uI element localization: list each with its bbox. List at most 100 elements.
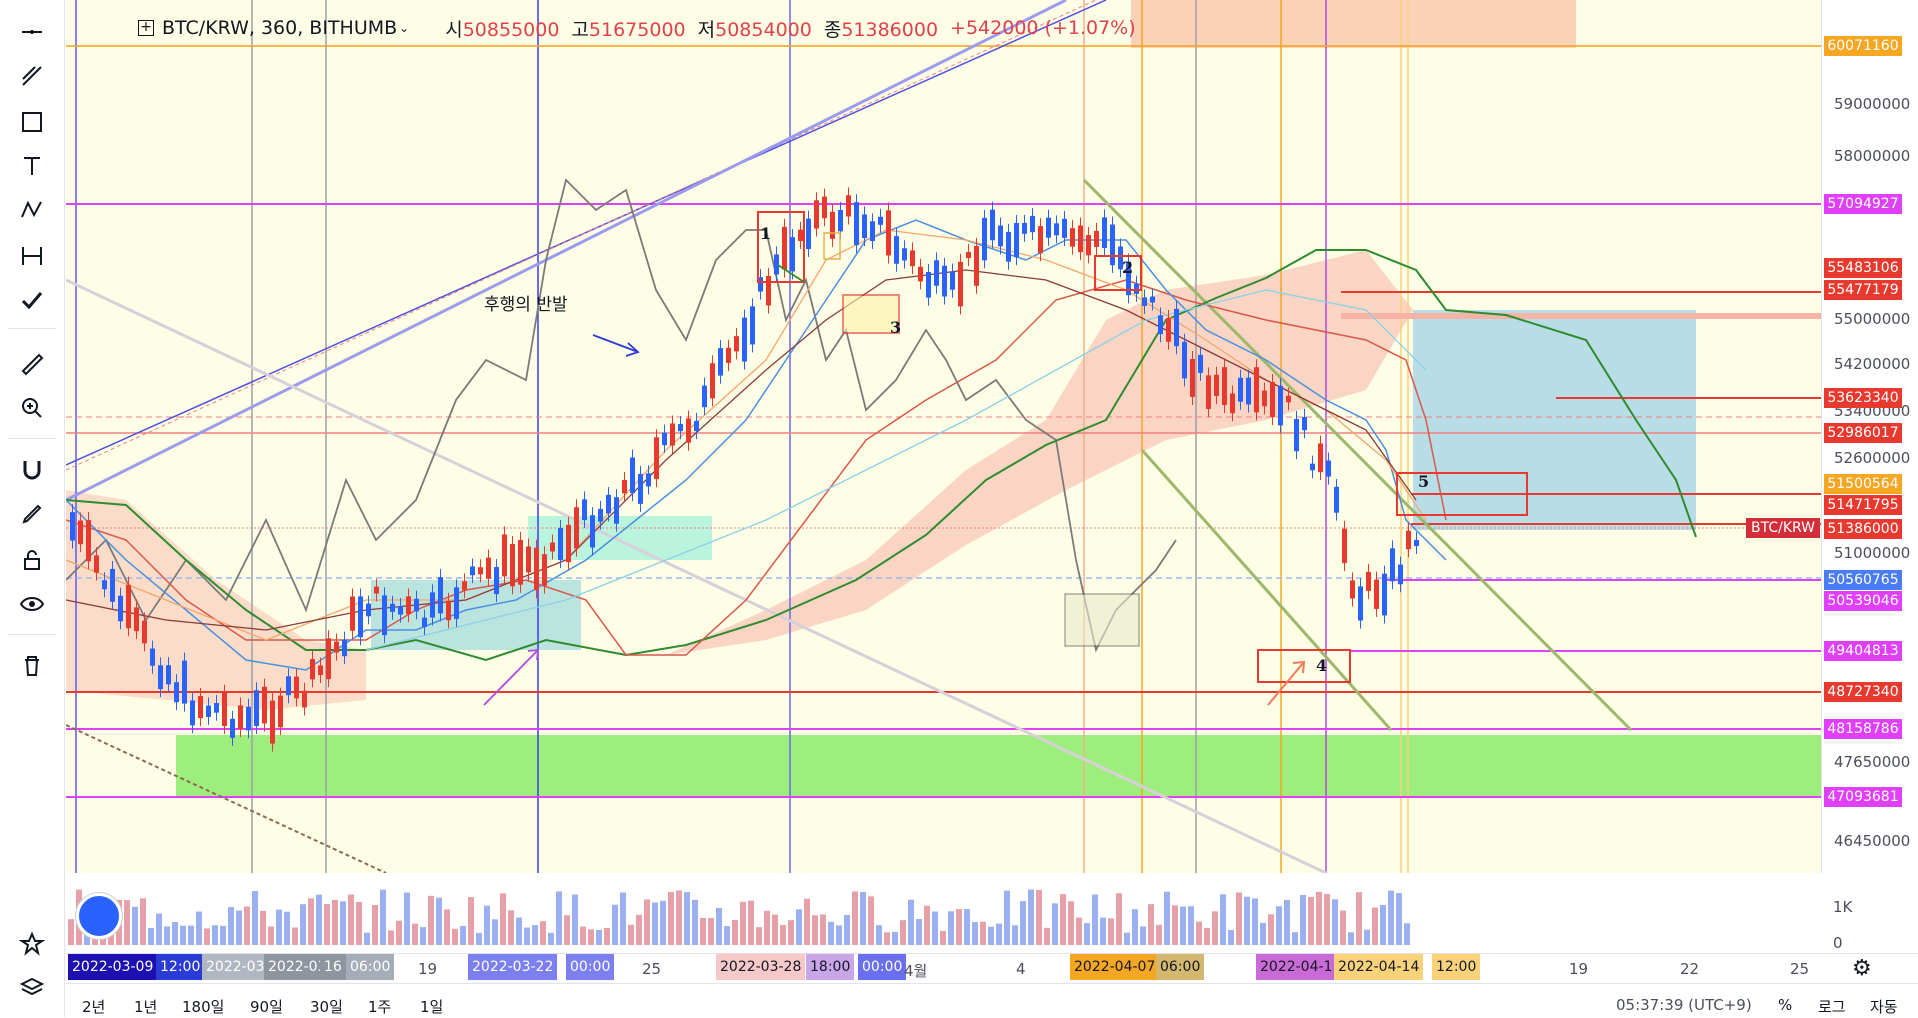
candle xyxy=(846,195,851,217)
volume-bar xyxy=(1012,925,1018,945)
candle xyxy=(1094,230,1099,247)
candle xyxy=(1398,564,1403,585)
range-180d[interactable]: 180일 xyxy=(182,998,225,1016)
volume-bar xyxy=(364,932,370,945)
range-30d[interactable]: 30일 xyxy=(310,998,343,1016)
star-icon[interactable] xyxy=(14,926,50,962)
add-symbol-icon[interactable]: + xyxy=(138,20,154,36)
volume-bar xyxy=(524,927,530,945)
cloud-zone xyxy=(371,580,581,650)
candle xyxy=(1030,215,1035,233)
volume-bar xyxy=(220,925,226,945)
volume-bar xyxy=(204,928,210,945)
candle xyxy=(1110,224,1115,266)
cyan-zone xyxy=(528,516,712,560)
range-1d[interactable]: 1일 xyxy=(420,998,444,1016)
time-label: 4월 xyxy=(904,962,928,980)
candle xyxy=(598,508,603,522)
volume-bar xyxy=(708,918,714,945)
layers-icon[interactable] xyxy=(14,970,50,1006)
candle xyxy=(1134,283,1139,294)
auto-toggle[interactable]: 자동 xyxy=(1870,998,1898,1016)
candle xyxy=(990,209,995,241)
volume-bar xyxy=(332,899,338,945)
volume-bar xyxy=(972,922,978,945)
range-1w[interactable]: 1주 xyxy=(368,998,392,1016)
time-label: 25 xyxy=(642,960,662,978)
candle xyxy=(758,277,763,292)
candle xyxy=(830,211,835,239)
unlock-icon[interactable] xyxy=(14,542,50,578)
candle xyxy=(510,544,515,587)
zoom-in-icon[interactable] xyxy=(14,390,50,426)
price-level-label: 53623340 xyxy=(1824,388,1902,408)
trend-line-icon[interactable] xyxy=(14,58,50,94)
crosshair-icon[interactable] xyxy=(14,14,50,50)
candle xyxy=(278,695,283,728)
volume-bar xyxy=(628,924,634,945)
price-level-label: 48727340 xyxy=(1824,682,1902,702)
trash-icon[interactable] xyxy=(14,648,50,684)
volume-bar xyxy=(1228,930,1234,945)
symbol-title[interactable]: BTC/KRW, 360, BITHUMB xyxy=(162,17,398,39)
log-toggle[interactable]: 로그 xyxy=(1818,998,1846,1016)
candle xyxy=(982,217,987,261)
candle xyxy=(270,700,275,744)
supply-zone xyxy=(1131,0,1576,48)
volume-pane[interactable] xyxy=(66,873,1821,953)
text-icon[interactable] xyxy=(14,148,50,184)
candle xyxy=(934,260,939,286)
volume-bar xyxy=(564,915,570,945)
price-chart[interactable]: + BTC/KRW, 360, BITHUMB ⌄ 시50855000 고516… xyxy=(66,0,1821,873)
volume-bar xyxy=(1180,906,1186,945)
range-1y[interactable]: 1년 xyxy=(134,998,158,1016)
chevron-down-icon[interactable]: ⌄ xyxy=(399,21,410,35)
volume-bar xyxy=(1204,927,1210,945)
candle xyxy=(190,700,195,726)
percent-toggle[interactable]: % xyxy=(1778,996,1793,1014)
volume-bar xyxy=(636,914,642,945)
volume-bar xyxy=(420,927,426,945)
checkmark-icon[interactable] xyxy=(14,282,50,318)
volume-bar xyxy=(796,909,802,945)
candle xyxy=(966,251,971,259)
rectangle-icon[interactable] xyxy=(14,104,50,140)
candle xyxy=(806,218,811,250)
volume-bar xyxy=(1212,911,1218,945)
settings-gear-icon[interactable]: ⚙ xyxy=(1852,956,1872,981)
candle xyxy=(1334,486,1339,513)
eye-icon[interactable] xyxy=(14,586,50,622)
pattern-icon[interactable] xyxy=(14,192,50,228)
volume-bar xyxy=(340,901,346,945)
pencil-lock-icon[interactable] xyxy=(14,496,50,532)
time-axis[interactable]: 2022-03-09 12:00 2022-03-1 2022-03- 16 0… xyxy=(66,953,1918,984)
candle xyxy=(1182,341,1187,379)
price-axis[interactable]: 59000000 58000000 55000000 54200000 5340… xyxy=(1821,0,1918,873)
volume-bar xyxy=(476,932,482,945)
candle xyxy=(1022,222,1027,234)
volume-bar xyxy=(124,900,130,945)
price-tick: 59000000 xyxy=(1834,95,1911,113)
volume-bar xyxy=(1292,932,1298,945)
volume-bar xyxy=(188,925,194,945)
volume-bar xyxy=(1052,903,1058,945)
volume-bar xyxy=(1084,923,1090,945)
range-2y[interactable]: 2년 xyxy=(82,998,106,1016)
volume-bar xyxy=(460,925,466,945)
candle xyxy=(790,237,795,272)
time-badge: 2022-04-1 xyxy=(1256,954,1337,980)
volume-bar xyxy=(396,920,402,945)
candle xyxy=(1222,367,1227,406)
candle xyxy=(1214,374,1219,397)
chart-note-3: 3 xyxy=(890,318,902,337)
magnet-icon[interactable] xyxy=(14,452,50,488)
candle xyxy=(1102,217,1107,248)
price-tick: 55000000 xyxy=(1834,310,1911,328)
ruler-icon[interactable] xyxy=(14,346,50,382)
candle xyxy=(1014,222,1019,258)
range-90d[interactable]: 90일 xyxy=(250,998,283,1016)
volume-bar xyxy=(916,919,922,945)
measure-icon[interactable] xyxy=(14,238,50,274)
candle xyxy=(638,473,643,504)
price-level-label: 47093681 xyxy=(1824,787,1902,807)
